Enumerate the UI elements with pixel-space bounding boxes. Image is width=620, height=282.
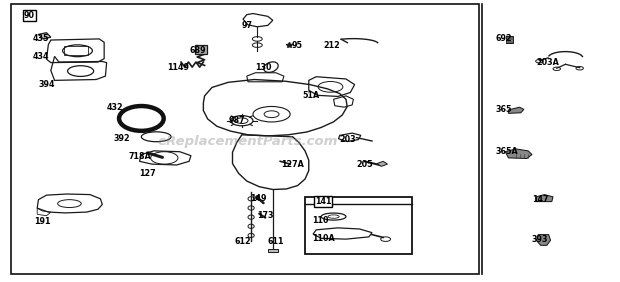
Polygon shape	[536, 195, 553, 202]
Bar	[64, 46, 88, 55]
Text: 95: 95	[291, 41, 303, 50]
Text: 149: 149	[250, 194, 267, 203]
Polygon shape	[268, 249, 278, 252]
Polygon shape	[505, 149, 532, 158]
Bar	[506, 36, 513, 43]
Text: 147: 147	[532, 195, 549, 204]
Text: 611: 611	[268, 237, 285, 246]
Text: 127A: 127A	[281, 160, 304, 169]
Text: 173: 173	[257, 211, 274, 220]
Text: 130: 130	[255, 63, 272, 72]
Text: 393: 393	[532, 235, 549, 244]
Text: 394: 394	[38, 80, 55, 89]
Text: 987: 987	[228, 116, 245, 125]
FancyBboxPatch shape	[11, 4, 479, 274]
Text: 191: 191	[34, 217, 51, 226]
Polygon shape	[536, 235, 551, 245]
Text: 434: 434	[32, 52, 49, 61]
Text: 90: 90	[24, 11, 35, 20]
Text: 392: 392	[113, 134, 130, 143]
Text: eReplacementParts.com: eReplacementParts.com	[158, 135, 338, 147]
Text: 203: 203	[340, 135, 356, 144]
Text: 435: 435	[32, 34, 49, 43]
Text: 51A: 51A	[303, 91, 320, 100]
Text: 718A: 718A	[128, 152, 151, 161]
Text: 432: 432	[107, 103, 123, 112]
Text: 689: 689	[189, 46, 206, 55]
Text: 1149: 1149	[167, 63, 189, 72]
Polygon shape	[377, 161, 388, 166]
Text: 110: 110	[312, 216, 329, 225]
Text: 205: 205	[356, 160, 373, 169]
Polygon shape	[508, 107, 524, 113]
Polygon shape	[38, 33, 51, 39]
Text: 212: 212	[324, 41, 340, 50]
Text: 110A: 110A	[312, 234, 335, 243]
Text: 612: 612	[234, 237, 251, 246]
Text: 203A: 203A	[536, 58, 559, 67]
Text: 141: 141	[315, 197, 332, 206]
Text: 127: 127	[140, 169, 156, 178]
Bar	[195, 45, 207, 54]
Text: 692: 692	[496, 34, 513, 43]
FancyBboxPatch shape	[305, 197, 412, 254]
Text: 365: 365	[496, 105, 513, 114]
Text: 97: 97	[242, 21, 253, 30]
Text: 365A: 365A	[496, 147, 519, 156]
